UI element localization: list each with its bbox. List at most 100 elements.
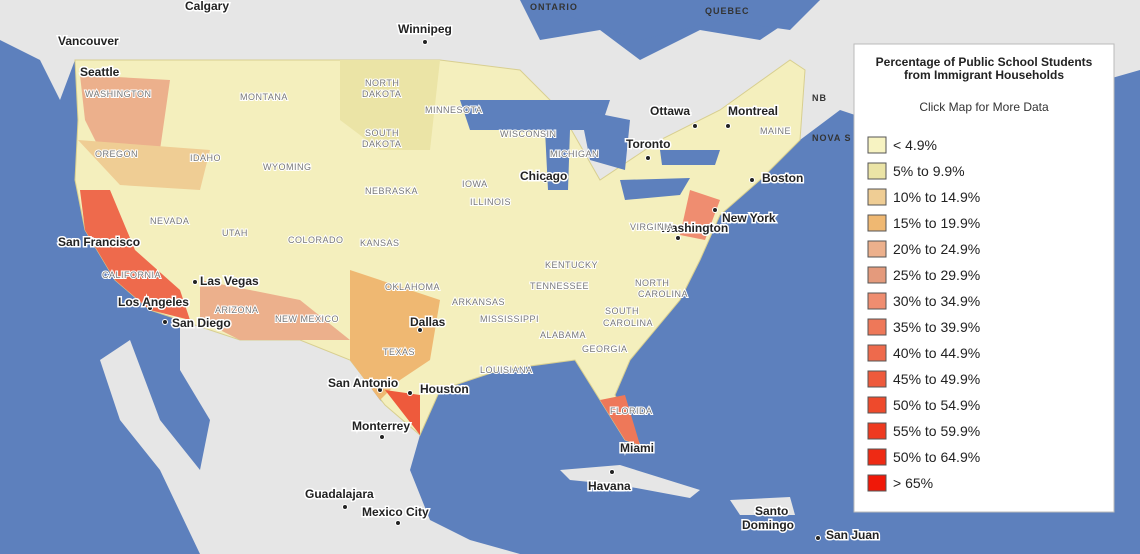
city-dot — [645, 155, 651, 161]
region-label: MISSISSIPPI — [480, 314, 539, 324]
legend-label: 10% to 14.9% — [893, 189, 980, 205]
city-dot — [725, 123, 731, 129]
legend-label: 50% to 64.9% — [893, 449, 980, 465]
region-label: FLORIDA — [610, 406, 653, 416]
legend-swatch — [867, 344, 887, 362]
city-label: San Francisco — [58, 235, 140, 249]
city-dot — [379, 434, 385, 440]
legend-title: Percentage of Public School Students — [876, 55, 1093, 69]
city-label: Santo — [755, 504, 788, 518]
region-fill — [80, 75, 170, 150]
hispaniola — [730, 497, 795, 515]
legend-label: 25% to 29.9% — [893, 267, 980, 283]
lake-superior — [460, 100, 610, 130]
region-label: GEORGIA — [582, 344, 628, 354]
city-label: Boston — [762, 171, 803, 185]
legend-swatch — [867, 370, 887, 388]
region-label: ALABAMA — [540, 330, 586, 340]
city-label: Washington — [660, 221, 728, 235]
legend-label: 20% to 24.9% — [893, 241, 980, 257]
region-label: TEXAS — [383, 347, 415, 357]
region-fill — [600, 395, 640, 445]
region-label: NEBRASKA — [365, 186, 418, 196]
city-label: Guadalajara — [305, 487, 374, 501]
region-label: IDAHO — [190, 153, 221, 163]
lake-huron — [580, 110, 630, 170]
province-label: NB — [812, 93, 827, 103]
city-label: Domingo — [742, 518, 794, 532]
legend-label: 55% to 59.9% — [893, 423, 980, 439]
city-label: Monterrey — [352, 419, 410, 433]
region-label: SOUTH — [365, 128, 399, 138]
region-label: LOUISIANA — [480, 365, 533, 375]
legend-label: < 4.9% — [893, 137, 937, 153]
city-label: Seattle — [80, 65, 120, 79]
city-label: San Antonio — [328, 376, 398, 390]
city-dot — [407, 390, 413, 396]
city-dot — [89, 237, 95, 243]
city-dot — [675, 235, 681, 241]
province-label: NOVA S — [812, 133, 852, 143]
legend-swatch — [867, 292, 887, 310]
city-label: Chicago — [520, 169, 567, 183]
region-label: MONTANA — [240, 92, 288, 102]
region-label: OKLAHOMA — [385, 282, 440, 292]
region-label: UTAH — [222, 228, 248, 238]
region-label: ILLINOIS — [470, 197, 511, 207]
city-label: Miami — [620, 441, 654, 455]
mexico — [100, 320, 520, 554]
region-label: IOWA — [462, 179, 488, 189]
city-label: Calgary — [185, 0, 229, 13]
region-label: DAKOTA — [362, 139, 401, 149]
legend-label: 40% to 44.9% — [893, 345, 980, 361]
legend-swatch — [867, 448, 887, 466]
region-label: NORTH — [365, 78, 399, 88]
city-label: New York — [722, 211, 776, 225]
legend-label: > 65% — [893, 475, 933, 491]
region-fill — [80, 190, 190, 320]
region-label: KENTUCKY — [545, 260, 598, 270]
lake-erie — [620, 178, 690, 200]
cuba — [560, 465, 700, 498]
region-label: ARIZONA — [215, 305, 259, 315]
city-dot — [749, 177, 755, 183]
region-fill — [78, 140, 210, 190]
city-dot — [712, 207, 718, 213]
legend-title: from Immigrant Households — [904, 68, 1064, 82]
city-dot — [162, 319, 168, 325]
city-dot — [623, 442, 629, 448]
lake-michigan — [545, 130, 570, 190]
region-fill — [385, 390, 420, 435]
city-label: Havana — [588, 479, 631, 493]
region-label: WISCONSIN — [500, 129, 557, 139]
region-label: VIRGINIA — [630, 222, 674, 232]
region-fill — [340, 60, 440, 150]
city-dot — [147, 305, 153, 311]
city-label: Toronto — [626, 137, 670, 151]
city-dot — [542, 177, 548, 183]
city-dot — [815, 535, 821, 541]
hudson-bay — [520, 0, 820, 40]
legend-swatch — [867, 162, 887, 180]
city-dot — [192, 279, 198, 285]
region-fill — [200, 280, 350, 340]
province-label: ONTARIO — [530, 2, 578, 12]
lake-ontario — [660, 150, 720, 165]
region-label: TENNESSEE — [530, 281, 589, 291]
region-label: DAKOTA — [362, 89, 401, 99]
city-label: Vancouver — [58, 34, 119, 48]
city-dot — [417, 327, 423, 333]
region-fill — [350, 270, 440, 400]
region-label: CALIFORNIA — [102, 270, 161, 280]
region-label: MINNESOTA — [425, 105, 482, 115]
city-dot — [395, 520, 401, 526]
region-label: MAINE — [760, 126, 791, 136]
city-label: San Diego — [172, 316, 231, 330]
city-dot — [692, 123, 698, 129]
region-label: WASHINGTON — [85, 89, 152, 99]
legend-box — [853, 43, 1115, 513]
legend-label: 5% to 9.9% — [893, 163, 965, 179]
region-fill — [680, 190, 720, 240]
city-label: Montreal — [728, 104, 778, 118]
